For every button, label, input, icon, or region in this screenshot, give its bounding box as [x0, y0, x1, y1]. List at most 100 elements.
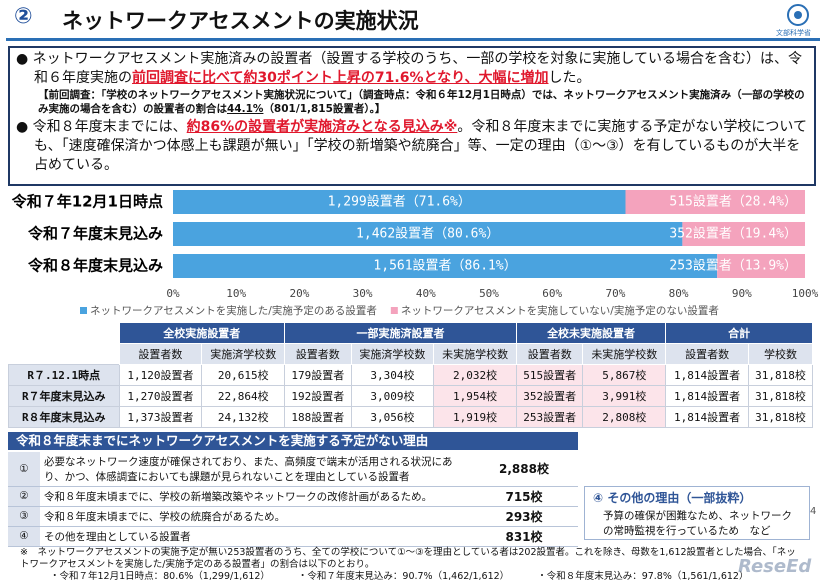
other-box: ④ その他の理由（一部抜粋） 予算の確保が困難なため、ネットワークの常時監視を行… — [584, 486, 810, 540]
table-cell: 20,615校 — [201, 364, 286, 386]
group-header: 全校実施設置者 — [118, 322, 286, 344]
logo-icon — [787, 4, 809, 26]
bullet-text: した。 — [548, 70, 591, 86]
x-tick-label: 40% — [416, 287, 436, 300]
note-text: （801/1,815設置者）。】 — [263, 103, 386, 115]
reason-row: ③ 令和８年度末頃までに、学校の統廃合があるため。 293校 — [8, 506, 578, 527]
reason-count: 715校 — [470, 486, 578, 507]
reason-text: その他を理由としている設置者 — [40, 526, 470, 547]
table-cell: 3,991校 — [582, 385, 667, 407]
group-header: 全校未実施設置者 — [515, 322, 667, 344]
reason-count: 293校 — [470, 506, 578, 527]
reason-number: ④ — [8, 526, 40, 547]
note-text: 【前回調査：「学校のネットワークアセスメント実施状況について」（調査時点：令和６… — [38, 89, 805, 115]
table-row: R７.12.1時点 1,120設置者 20,615校 179設置者 3,304校 2,03… — [8, 364, 813, 386]
table-cell: 1,814設置者 — [665, 406, 750, 428]
table-cell: 179設置者 — [284, 364, 352, 386]
row-label: R７.12.1時点 — [8, 364, 120, 386]
bar-segment — [625, 190, 805, 214]
table-cell: 1,120設置者 — [118, 364, 203, 386]
x-tick-label: 100% — [792, 287, 819, 300]
column-row: 設置者数 実施済学校数 設置者数 実施済学校数 未実施学校数 設置者数 未実施学校数 設置者数… — [8, 343, 813, 365]
x-tick-label: 20% — [289, 287, 309, 300]
highlight: 前回調査に比べて約30ポイント上昇の71.6%となり、大幅に増加 — [132, 70, 549, 86]
reason-count: 2,888校 — [470, 452, 578, 487]
legend-label: ネットワークアセスメントを実施した/実施予定のある設置者 — [90, 304, 377, 317]
column-header: 設置者数 — [515, 343, 584, 365]
bullet-text: ネットワークアセスメント実施済みの設置者（設置する学校のうち、一部の学校を対象に… — [32, 51, 802, 86]
table-cell: 188設置者 — [284, 406, 352, 428]
other-text: 予算の確保が困難なため、ネットワークの常時監視を行っているため など — [603, 510, 792, 537]
value-label: 1,462設置者（80.6%） — [356, 226, 499, 242]
footnote: ※ ネットワークアセスメントの実施予定が無い253設置者のうち、全ての学校につい… — [20, 547, 800, 583]
reason-number: ③ — [8, 506, 40, 527]
table-cell: 3,056校 — [350, 406, 435, 428]
table-cell: 2,808校 — [582, 406, 667, 428]
bar-segment — [173, 190, 626, 214]
reason-text: 令和８年度末頃までに、学校の新増築改築やネットワークの改修計画があるため。 — [40, 486, 470, 507]
table-cell: 5,867校 — [582, 364, 667, 386]
highlight: 約86%の設置者が実施済みとなる見込み※ — [186, 119, 458, 135]
table-cell: 1,814設置者 — [665, 385, 750, 407]
bar-segment — [173, 222, 683, 246]
table-cell: 24,132校 — [201, 406, 286, 428]
category-label: 令和７年度末見込み — [28, 225, 163, 243]
summary-box: ● ネットワークアセスメント実施済みの設置者（設置する学校のうち、一部の学校を対… — [8, 46, 816, 186]
table-cell: 3,009校 — [350, 385, 435, 407]
footnote-item: ・令和７年度末見込み：90.7%（1,462/1,612） — [297, 571, 510, 582]
table-cell: 31,818校 — [748, 406, 813, 428]
value-label: 1,561設置者（86.1%） — [373, 258, 516, 274]
x-tick-label: 30% — [353, 287, 373, 300]
column-header: 設置者数 — [665, 343, 750, 365]
reason-text: 必要なネットワーク速度が確保されており、また、高頻度で端末が活用される状況にあり… — [40, 452, 470, 487]
table-cell: 1,373設置者 — [118, 406, 203, 428]
table-row: R８年度末見込み 1,373設置者 24,132校 188設置者 3,056校 1,919… — [8, 406, 813, 428]
footnote-item: ・令和７年12月1日時点：80.6%（1,299/1,612） — [50, 571, 270, 582]
table-cell: 1,919校 — [433, 406, 517, 428]
reason-text: 令和８年度末頃までに、学校の統廃合があるため。 — [40, 506, 470, 527]
value-label: 253設置者（13.9%） — [669, 258, 797, 274]
value-label: 352設置者（19.4%） — [669, 226, 797, 242]
table-cell: 192設置者 — [284, 385, 352, 407]
table-cell: 22,864校 — [201, 385, 286, 407]
category-label: 令和８年度末見込み — [28, 257, 163, 275]
bullet: ● ネットワークアセスメント実施済みの設置者（設置する学校のうち、一部の学校を対… — [16, 51, 802, 86]
reason-number: ② — [8, 486, 40, 507]
reason-count: 831校 — [470, 526, 578, 547]
column-header: 実施済学校数 — [350, 343, 435, 365]
legend-swatch — [80, 307, 87, 314]
reason-row: ② 令和８年度末頃までに、学校の新増築改築やネットワークの改修計画があるため。 71… — [8, 486, 578, 507]
stats-table: 全校実施設置者 一部実施済設置者 全校未実施設置者 合計 設置者数 実施済学校数設… — [8, 322, 813, 428]
footnote-text: ※ ネットワークアセスメントの実施予定が無い253設置者のうち、全ての学校につい… — [20, 547, 796, 570]
bar-segment — [682, 222, 805, 246]
header-title: ネットワークアセスメントの実施状況 — [62, 9, 419, 33]
x-tick-label: 0% — [166, 287, 180, 300]
value-label: 515設置者（28.4%） — [669, 194, 797, 210]
column-header: 実施済学校数 — [201, 343, 286, 365]
reason-number: ① — [8, 452, 40, 487]
x-tick-label: 10% — [226, 287, 246, 300]
x-tick-label: 80% — [669, 287, 689, 300]
column-header: 未実施学校数 — [582, 343, 667, 365]
table-cell: 31,818校 — [748, 364, 813, 386]
table-cell: 2,032校 — [433, 364, 517, 386]
table-cell: 1,270設置者 — [118, 385, 203, 407]
other-title: ④ その他の理由（一部抜粋） — [593, 491, 752, 505]
bar-segment — [717, 254, 805, 278]
reasons-title: 令和８年度末までにネットワークアセスメントを実施する予定がない理由 — [8, 432, 578, 450]
x-tick-label: 70% — [605, 287, 625, 300]
value-label: 1,299設置者（71.6%） — [328, 194, 471, 210]
group-header: 一部実施済設置者 — [284, 322, 517, 344]
page-number: 4 — [810, 506, 817, 517]
legend-label: ネットワークアセスメントを実施していない/実施予定のない設置者 — [401, 304, 719, 317]
column-header: 設置者数 — [284, 343, 352, 365]
table-cell: 515設置者 — [515, 364, 584, 386]
note-highlight: 44.1% — [227, 103, 264, 115]
row-label: R８年度末見込み — [8, 406, 120, 428]
table-cell: 253設置者 — [515, 406, 584, 428]
watermark: ReseEd — [738, 556, 812, 577]
x-tick-label: 60% — [542, 287, 562, 300]
reasons-table: ① 必要なネットワーク速度が確保されており、また、高頻度で端末が活用される状況にあ… — [8, 452, 578, 547]
footnote-items: ・令和７年12月1日時点：80.6%（1,299/1,612） ・令和７年度末見込… — [20, 571, 800, 583]
